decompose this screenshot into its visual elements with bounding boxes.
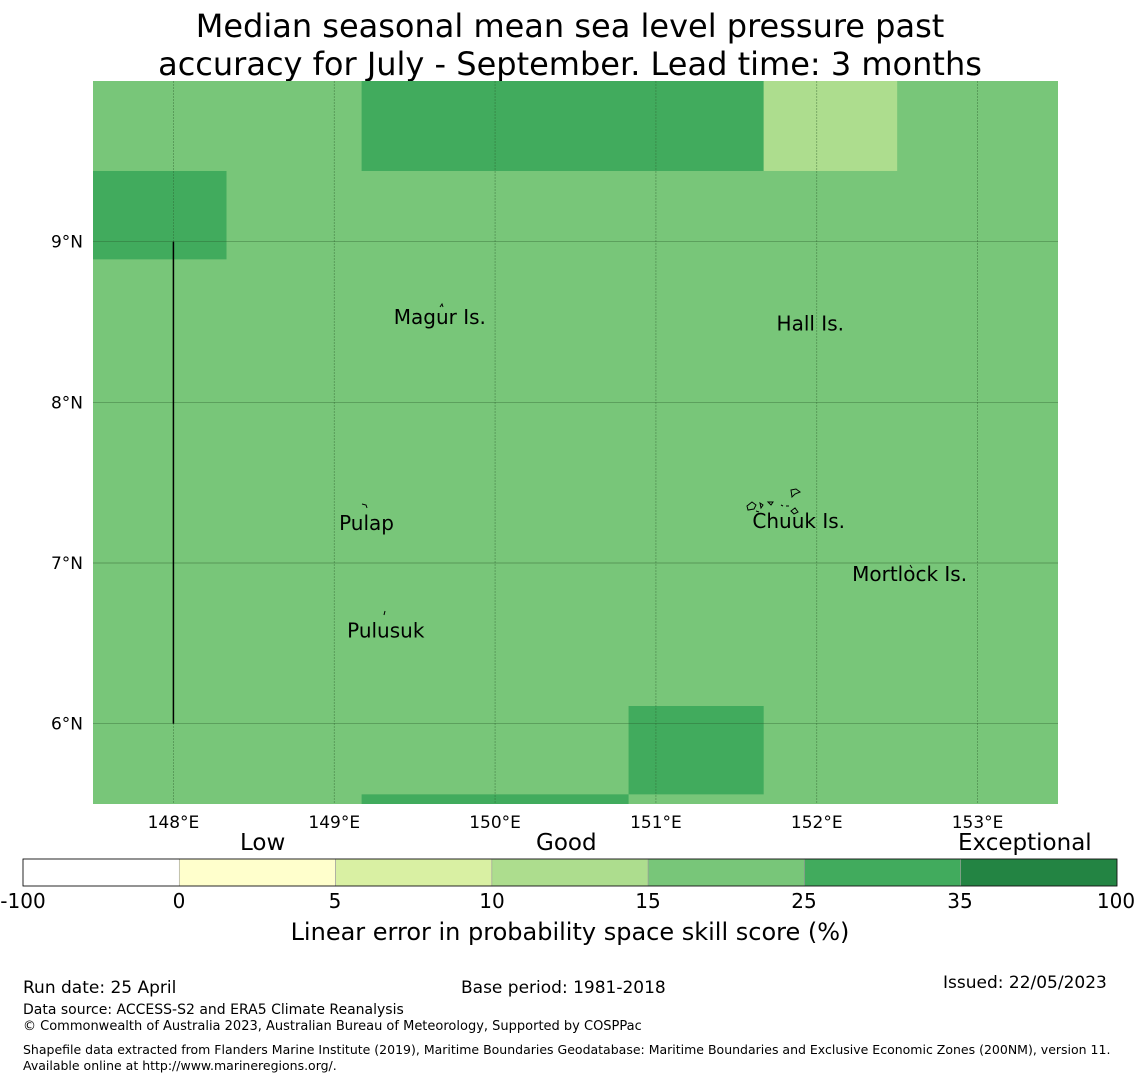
pulap-island-outline (361, 503, 368, 509)
colorbar-tick: 10 (479, 889, 505, 913)
longitude-tick-labels: 148°E 149°E 150°E 151°E 152°E 153°E (148, 813, 1004, 833)
run-date: Run date: 25 April (23, 978, 177, 998)
latitude-tick-label: 6°N (51, 715, 83, 735)
mortlock-island-outline (909, 564, 913, 569)
longitude-tick-label: 151°E (630, 813, 682, 833)
colorbar-segment (647, 858, 805, 887)
colorbar-segment (804, 858, 962, 887)
issued-date: Issued: 22/05/2023 (943, 973, 1107, 993)
longitude-tick-label: 150°E (469, 813, 521, 833)
skill-cells (93, 81, 898, 804)
longitude-tick-label: 149°E (308, 813, 360, 833)
skill-cell (361, 81, 764, 171)
place-label: Hall Is. (777, 312, 844, 336)
colorbar-tick: -100 (0, 889, 46, 913)
place-label: Pulusuk (347, 618, 425, 642)
colorbar-segment (178, 858, 336, 887)
colorbar-segment (22, 858, 180, 887)
colorbar-tick: 5 (328, 889, 342, 913)
place-label: Pulap (339, 511, 394, 535)
place-label: Mortlock Is. (852, 562, 967, 586)
colorbar-tick: 15 (635, 889, 661, 913)
chuuk-lagoon-outline (746, 488, 802, 515)
colorbar-segment (335, 858, 493, 887)
latitude-tick-label: 8°N (51, 393, 83, 413)
colorbar-tick: 0 (172, 889, 186, 913)
copyright: © Commonwealth of Australia 2023, Austra… (23, 1019, 642, 1034)
longitude-tick-label: 148°E (148, 813, 200, 833)
skill-cell (628, 705, 764, 795)
skill-cell (763, 81, 898, 171)
latitude-tick-label: 7°N (51, 554, 83, 574)
map-title-line-2: accuracy for July - September. Lead time… (158, 45, 982, 83)
place-labels: Magur Is. Hall Is. Pulap Chuuk Is. Mortlock … (339, 305, 967, 642)
longitude-tick-label: 153°E (952, 813, 1004, 833)
skill-cell (93, 170, 227, 260)
latitude-tick-label: 9°N (51, 233, 83, 253)
colorbar-label: Linear error in probability space skill … (290, 918, 850, 946)
longitude-tick-label: 152°E (791, 813, 843, 833)
map-title-line-1: Median seasonal mean sea level pressure … (195, 7, 945, 45)
colorbar-tick: 35 (947, 889, 973, 913)
colorbar-segment (960, 858, 1118, 887)
colorbar-category-good: Good (536, 830, 597, 856)
data-source: Data source: ACCESS-S2 and ERA5 Climate … (23, 1002, 404, 1018)
place-label: Chuuk Is. (752, 509, 845, 533)
colorbar-category-exceptional: Exceptional (958, 830, 1092, 856)
colorbar-segment (491, 858, 649, 887)
colorbar-outline (22, 858, 1118, 887)
colorbar-tick: 100 (1096, 889, 1136, 913)
map-background (93, 81, 1058, 804)
colorbar (22, 858, 1118, 887)
pulusuk-island-outline (383, 610, 386, 616)
base-period: Base period: 1981-2018 (461, 978, 666, 998)
colorbar-tick: 25 (791, 889, 817, 913)
latitude-tick-labels: 9°N 8°N 7°N 6°N (51, 233, 83, 735)
magur-island-outline (439, 302, 444, 308)
shapefile-credit: Shapefile data extracted from Flanders M… (23, 1042, 1111, 1073)
colorbar-category-low: Low (240, 830, 286, 856)
place-label: Magur Is. (394, 305, 486, 329)
island-outlines (361, 302, 913, 616)
